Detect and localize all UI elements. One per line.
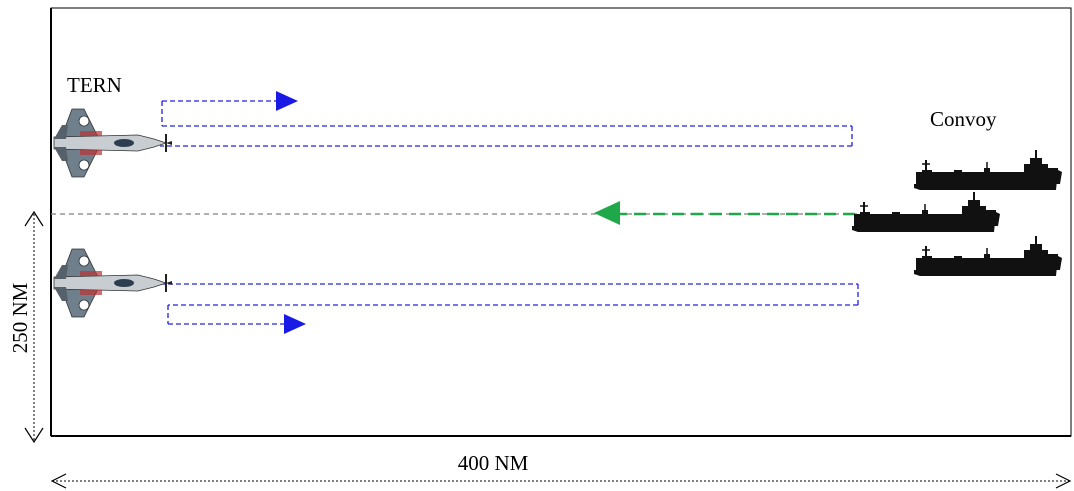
lower-patrol-path bbox=[160, 283, 859, 325]
cargo-ship-icon bbox=[913, 149, 1063, 191]
upper-patrol-path bbox=[160, 100, 853, 147]
width-label: 400 NM bbox=[458, 451, 529, 475]
fighter-jet-icon bbox=[53, 248, 173, 318]
lower-patrol-arrowhead bbox=[284, 314, 306, 334]
aircraft-label: TERN bbox=[67, 73, 122, 97]
height-label: 250 NM bbox=[8, 282, 32, 353]
width-dimension bbox=[50, 473, 1072, 489]
cargo-ship-icon bbox=[851, 191, 1001, 233]
cargo-ship-icon bbox=[913, 235, 1063, 277]
fighter-jet-icon bbox=[53, 108, 173, 178]
upper-patrol-arrowhead bbox=[276, 91, 298, 111]
convoy-heading-arrowhead bbox=[594, 201, 620, 225]
height-dimension bbox=[24, 210, 44, 444]
convoy-label: Convoy bbox=[930, 107, 997, 131]
